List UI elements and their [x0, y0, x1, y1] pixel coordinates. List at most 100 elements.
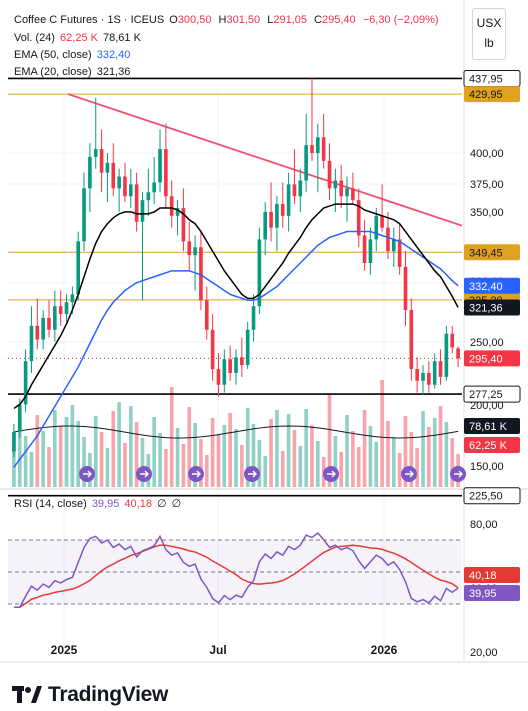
candle-body — [210, 329, 215, 370]
candle-body — [58, 306, 63, 315]
rsi-line — [13, 531, 459, 608]
ema20-value: 321,36 — [96, 66, 131, 78]
candle-body — [234, 357, 238, 373]
candle-body — [356, 200, 361, 236]
candle-body — [187, 241, 192, 256]
volume-bar — [263, 456, 268, 487]
candle-body — [158, 149, 162, 183]
volume-bar — [280, 451, 285, 487]
volume-bar — [368, 426, 373, 487]
last-price-tag-bg — [464, 350, 520, 367]
candle-body — [35, 325, 40, 340]
rsi-ma-value: 40,18 — [124, 498, 152, 510]
candle-body — [438, 361, 443, 377]
volume-bar — [339, 452, 344, 487]
volume-bar — [12, 432, 16, 487]
volume-bar — [421, 411, 425, 487]
candle-body — [391, 239, 396, 252]
time-axis: 2025 Jul 2026 — [51, 643, 398, 657]
candle-body — [29, 325, 34, 362]
arrow-icon — [454, 470, 463, 478]
brand-logo[interactable]: TradingView — [12, 683, 168, 707]
arrow-icon — [405, 470, 414, 478]
candle-body — [444, 333, 449, 377]
volume-bar — [164, 449, 168, 487]
volume-bar — [356, 447, 361, 487]
volume-bar — [269, 419, 273, 487]
volume-bar — [128, 406, 133, 487]
candle-body — [23, 361, 28, 405]
candle-body — [298, 180, 303, 197]
level-tag: 277,25 — [469, 389, 503, 401]
last-price-tag: 295,40 — [469, 353, 503, 365]
candle-body — [99, 149, 104, 173]
rsi-value: 39,95 — [91, 498, 120, 510]
arrow-icon — [327, 470, 336, 478]
volume-bar — [316, 441, 320, 487]
candle-body — [228, 359, 232, 373]
rsi-ma-line — [13, 544, 459, 608]
level-tag-bg — [464, 86, 520, 103]
volume-bar — [64, 417, 69, 487]
tradingview-logo-icon — [12, 686, 42, 703]
candle-body — [432, 361, 437, 385]
candle-body — [397, 239, 402, 267]
ema20-tag-bg — [464, 299, 520, 316]
candle-body — [456, 348, 460, 359]
resistance-trendline — [67, 93, 463, 227]
price-axis: 450,00400,00375,00350,00300,00250,00200,… — [463, 69, 521, 659]
price-change: −6,30 (−2,09%) — [362, 14, 439, 26]
candle-body — [386, 227, 390, 252]
candle-body — [450, 333, 455, 348]
candle-body — [351, 188, 355, 201]
candle-body — [164, 149, 168, 197]
candle-body — [286, 184, 291, 216]
ohlc-h: H301,50 — [218, 14, 261, 26]
volume-bar — [187, 407, 192, 487]
price-tick-label: 375,00 — [470, 179, 504, 191]
volume-bar — [111, 411, 116, 487]
volume-ma-tag: 78,61 K — [469, 421, 508, 433]
volume-bar — [82, 437, 86, 487]
volume-bar — [310, 425, 314, 487]
candle-body — [70, 294, 75, 303]
volume-bar — [23, 436, 28, 487]
currency-unit-selector[interactable]: USX lb — [472, 8, 506, 60]
candle-body — [415, 369, 419, 381]
rsi-ma-tag-bg — [464, 567, 520, 583]
candle-body — [245, 329, 250, 366]
ohlc-o: O300,50 — [169, 14, 212, 26]
volume-pane — [12, 380, 460, 487]
candle-body — [263, 211, 268, 240]
volume-bar — [333, 436, 338, 487]
rsi-label: RSI (14, close) — [14, 498, 87, 510]
volume-ma-line — [13, 425, 459, 439]
candle-body — [181, 207, 186, 242]
volume-bar — [193, 423, 197, 487]
candle-body — [380, 215, 384, 228]
arrow-icon — [140, 470, 149, 478]
candle-body — [53, 306, 57, 330]
volume-bar — [275, 410, 279, 487]
candle-body — [41, 317, 45, 340]
volume-bar — [105, 448, 110, 487]
ema-lines — [13, 203, 459, 468]
horizontal-levels — [8, 77, 462, 497]
ohlc-c: C295,40 — [314, 14, 356, 26]
candle-body — [47, 317, 51, 330]
candle-body — [199, 247, 203, 301]
volume-bar — [409, 432, 414, 487]
volume-bar — [432, 418, 437, 487]
volume-bar — [222, 425, 227, 487]
candle-body — [152, 182, 156, 193]
time-tick-label: 2025 — [51, 643, 78, 657]
ema20-line — [13, 203, 459, 409]
ema20-label: EMA (20, close) — [14, 66, 92, 78]
candle-body — [368, 239, 373, 263]
volume-bar — [70, 405, 75, 487]
volume-bar — [228, 413, 232, 487]
volume-bar — [58, 426, 63, 487]
candle-body — [409, 310, 414, 370]
candle-body — [140, 200, 145, 222]
